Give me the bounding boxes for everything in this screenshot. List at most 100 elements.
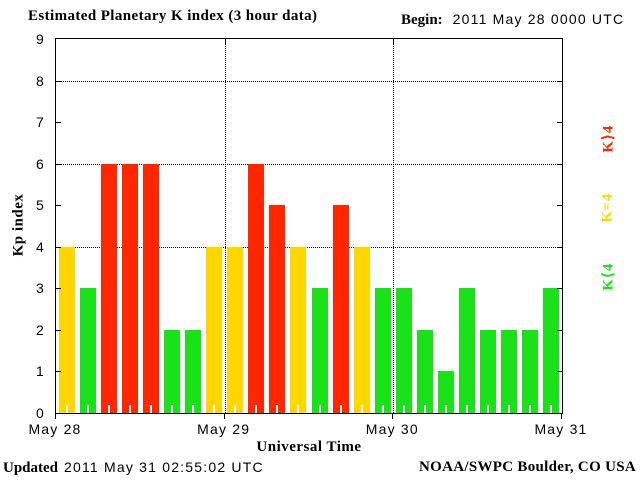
- x-axis-day-tick: [392, 414, 394, 419]
- gridline-kp-4: [56, 246, 562, 248]
- begin-label: Begin:: [401, 12, 443, 28]
- x-tick-label: May 28: [28, 421, 82, 437]
- x-axis-day-tick: [561, 414, 562, 419]
- x-axis-ticks: [55, 414, 565, 420]
- kp-bar: [269, 205, 286, 413]
- kp-bar: [79, 288, 96, 413]
- y-tick-label: 9: [36, 31, 45, 47]
- top-axis-tick: [224, 39, 226, 45]
- y-axis-tick-left: [56, 288, 61, 290]
- kp-bar: [416, 330, 433, 413]
- three-hour-tick: [213, 405, 216, 413]
- x-tick-label: May 30: [365, 421, 419, 437]
- three-hour-tick: [192, 405, 195, 413]
- credit-text: NOAA/SWPC Boulder, CO USA: [419, 459, 636, 475]
- kp-bar: [121, 164, 138, 413]
- y-tick-label: 5: [36, 197, 45, 214]
- kp-bar: [142, 164, 159, 413]
- plot-area: [55, 38, 563, 414]
- y-axis-tick-left: [56, 163, 61, 165]
- three-hour-tick: [445, 405, 448, 413]
- kp-bar: [227, 247, 244, 413]
- y-axis-tick-left: [56, 122, 61, 124]
- three-hour-tick: [466, 405, 469, 413]
- day-separator: [393, 39, 395, 413]
- kp-bar: [438, 371, 455, 413]
- updated-label: Updated: [3, 460, 59, 476]
- three-hour-tick: [508, 405, 511, 413]
- kp-bar: [522, 330, 539, 413]
- y-tick-label: 2: [36, 321, 45, 338]
- y-axis-tick-right: [557, 122, 562, 124]
- kp-bar: [395, 288, 412, 413]
- y-axis-tick-right: [557, 371, 562, 373]
- y-tick-label: 0: [36, 405, 45, 421]
- y-axis-tick-left: [56, 80, 61, 82]
- y-axis-tick-labels: 0 1 2 3 4 5 6 7 8 9: [0, 31, 49, 421]
- kp-bar: [206, 247, 223, 413]
- y-axis-tick-right: [557, 329, 562, 331]
- kp-bar: [185, 330, 202, 413]
- kp-bar: [480, 330, 497, 413]
- legend-item-yellow: K=4: [599, 193, 616, 223]
- x-tick-label: May 29: [197, 421, 251, 437]
- gridline-kp-8: [56, 80, 562, 82]
- chart-title: Estimated Planetary K index (3 hour data…: [28, 8, 318, 24]
- three-hour-tick: [550, 405, 553, 413]
- x-axis-day-tick: [223, 414, 225, 419]
- kp-bar: [353, 247, 370, 413]
- kp-bar: [311, 288, 328, 413]
- y-tick-label: 3: [36, 280, 45, 297]
- legend-item-green: K⟨4: [600, 263, 617, 291]
- kp-bar: [100, 164, 117, 413]
- y-axis-tick-right: [557, 80, 562, 82]
- gridline-kp-6: [56, 163, 562, 165]
- three-hour-tick: [255, 405, 258, 413]
- three-hour-tick: [360, 405, 363, 413]
- x-axis-tick-labels: May 28 May 29 May 30 May 31: [28, 421, 586, 437]
- three-hour-tick: [65, 405, 68, 413]
- three-hour-tick: [128, 405, 131, 413]
- three-hour-tick: [276, 405, 279, 413]
- three-hour-tick: [86, 405, 89, 413]
- updated-timestamp: Updated 2011 May 31 02:55:02 UTC: [3, 459, 264, 477]
- three-hour-tick: [149, 405, 152, 413]
- y-axis-tick-left: [56, 205, 61, 207]
- three-hour-tick: [402, 405, 405, 413]
- y-tick-label: 1: [36, 363, 45, 380]
- three-hour-tick: [339, 405, 342, 413]
- kp-bar: [58, 247, 75, 413]
- x-tick-label: May 31: [534, 421, 588, 437]
- kp-bar: [248, 164, 265, 413]
- three-hour-tick: [107, 405, 110, 413]
- kp-bar: [374, 288, 391, 413]
- three-hour-tick: [487, 405, 490, 413]
- three-hour-tick: [423, 405, 426, 413]
- y-axis-tick-right: [557, 288, 562, 290]
- top-axis-tick: [393, 39, 395, 45]
- kp-bar: [163, 330, 180, 413]
- kp-bar: [501, 330, 518, 413]
- x-axis-day-tick: [55, 414, 56, 419]
- three-hour-tick: [381, 405, 384, 413]
- three-hour-tick: [234, 405, 237, 413]
- three-hour-tick: [529, 405, 532, 413]
- three-hour-tick: [297, 405, 300, 413]
- kp-bar: [332, 205, 349, 413]
- legend-item-red: K⟩4: [600, 125, 617, 153]
- y-tick-label: 7: [36, 114, 45, 131]
- x-axis-title: Universal Time: [256, 439, 362, 455]
- y-tick-label: 8: [36, 72, 45, 89]
- y-axis-tick-left: [56, 329, 61, 331]
- kp-bar: [290, 247, 307, 413]
- begin-value: 2011 May 28 0000 UTC: [452, 11, 625, 27]
- y-axis-tick-right: [557, 163, 562, 165]
- y-tick-label: 4: [36, 238, 45, 255]
- three-hour-tick: [170, 405, 173, 413]
- y-axis-tick-right: [557, 205, 562, 207]
- y-axis-tick-left: [56, 246, 61, 248]
- y-tick-label: 6: [36, 155, 45, 172]
- y-axis-tick-left: [56, 371, 61, 373]
- three-hour-tick: [318, 405, 321, 413]
